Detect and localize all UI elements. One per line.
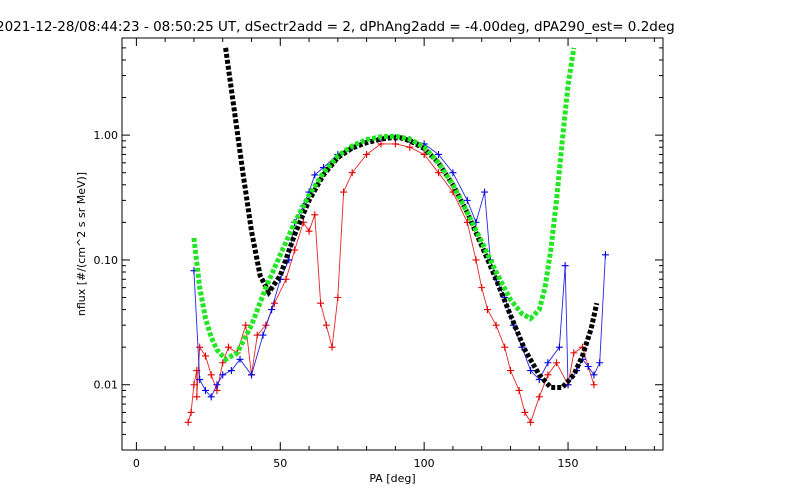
red-series-group [184, 140, 598, 426]
red-series-point [187, 408, 195, 416]
red-series-point [472, 256, 480, 264]
red-series-point [544, 371, 552, 379]
blue-series-point [435, 150, 443, 158]
blue-series-point [201, 386, 209, 394]
blue-series-point [555, 343, 563, 351]
x-tick-label: 150 [558, 457, 579, 470]
red-series-point [291, 246, 299, 254]
blue-series-point [268, 306, 276, 314]
y-tick-label: 1.00 [94, 129, 119, 142]
red-series-point [535, 393, 543, 401]
red-series-point [506, 367, 514, 375]
red-series-point [334, 294, 342, 302]
black-fit-curve [223, 47, 600, 390]
blue-series-point [196, 376, 204, 384]
red-series-point [184, 418, 192, 426]
red-series-point [305, 227, 313, 235]
blue-series-point [311, 171, 319, 179]
red-series-point [406, 143, 414, 151]
red-series-point [219, 359, 227, 367]
red-series-point [317, 299, 325, 307]
red-series-point [322, 321, 330, 329]
blue-series-point [247, 371, 255, 379]
blue-series-point [596, 359, 604, 367]
blue-series-point [584, 363, 592, 371]
red-series-point [207, 371, 215, 379]
red-series-point [420, 150, 428, 158]
red-series-point [377, 140, 385, 148]
red-series-point [340, 188, 348, 196]
y-tick-label: 0.10 [94, 254, 119, 267]
blue-series-point [236, 355, 244, 363]
blue-series-point [544, 359, 552, 367]
blue-series-point [259, 331, 267, 339]
red-series-point [193, 393, 201, 401]
red-series-point [328, 343, 336, 351]
red-series-point [553, 359, 561, 367]
red-series-point [501, 343, 509, 351]
red-series-point [201, 352, 209, 360]
blue-series-point [527, 367, 535, 375]
blue-series-point [219, 371, 227, 379]
red-series-point [391, 140, 399, 148]
blue-series-point [481, 188, 489, 196]
x-tick-label: 0 [133, 457, 140, 470]
y-axis-label: nflux [#/(cm^2 s sr MeV)] [75, 172, 88, 316]
green-fit-curve [191, 47, 577, 363]
x-axis-label: PA [deg] [369, 472, 415, 485]
red-series-point [492, 321, 500, 329]
y-tick-label: 0.01 [94, 379, 119, 392]
plot-frame [121, 37, 664, 451]
blue-series-point [590, 371, 598, 379]
red-series-point [515, 386, 523, 394]
x-tick-label: 100 [414, 457, 435, 470]
red-series-point [527, 418, 535, 426]
plot-content [184, 47, 609, 426]
x-tick-label: 50 [273, 457, 287, 470]
red-series-point [348, 169, 356, 177]
red-series-point [224, 343, 232, 351]
red-series-point [478, 284, 486, 292]
red-series-line [187, 143, 595, 424]
blue-series-point [463, 196, 471, 204]
blue-series-point [213, 381, 221, 389]
red-series-point [483, 306, 491, 314]
blue-series-point [227, 367, 235, 375]
red-series-point [435, 169, 443, 177]
axis-ticks: 0 50 100 150 0.01 0.10 1.00 [94, 37, 663, 470]
blue-series-point [601, 251, 609, 259]
blue-series-point [207, 393, 215, 401]
red-series-point [242, 321, 250, 329]
blue-series-point [561, 262, 569, 270]
plot-area [184, 47, 609, 426]
red-series-point [363, 150, 371, 158]
chart-title: 2021-12-28/08:44:23 - 08:50:25 UT, dSect… [0, 19, 675, 35]
red-series-point [190, 381, 198, 389]
blue-series-point [449, 169, 457, 177]
red-series-point [196, 343, 204, 351]
red-series-point [590, 381, 598, 389]
red-series-point [521, 408, 529, 416]
red-series-point [311, 211, 319, 219]
blue-series-line [193, 137, 606, 398]
red-series-point [570, 349, 578, 357]
